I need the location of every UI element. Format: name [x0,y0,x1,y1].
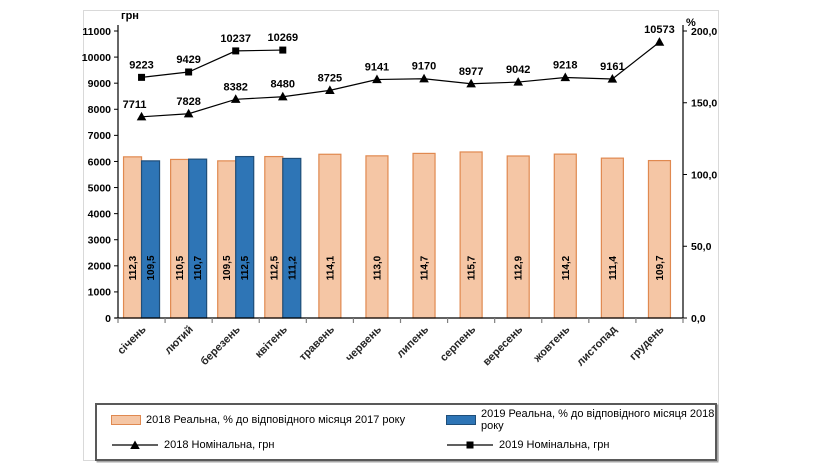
svg-text:%: % [686,17,696,29]
svg-text:113,0: 113,0 [372,255,383,280]
legend-item-2018-nominal: 2018 Номінальна, грн [111,439,446,451]
svg-text:квітень: квітень [253,323,290,360]
legend-item-2019-nominal: 2019 Номінальна, грн [446,439,715,451]
svg-text:серпень: серпень [438,323,479,364]
svg-text:4000: 4000 [88,208,112,220]
triangle-line-marker-icon [112,440,158,449]
svg-text:114,7: 114,7 [420,255,431,280]
legend-label-2019-nominal: 2019 Номінальна, грн [499,438,610,451]
svg-text:грн: грн [121,10,139,22]
chart-legend: 2018 Реальна, % до відповідного місяця 2… [95,403,717,461]
svg-text:11000: 11000 [82,26,111,38]
svg-text:березень: березень [199,323,243,367]
svg-text:жовтень: жовтень [531,323,573,365]
svg-text:9170: 9170 [412,61,436,73]
square-line-marker-icon [447,441,493,448]
svg-text:109,5: 109,5 [146,255,157,280]
svg-text:109,5: 109,5 [222,255,233,280]
svg-text:112,9: 112,9 [514,255,525,280]
svg-text:9042: 9042 [506,64,530,76]
svg-text:10237: 10237 [220,33,251,45]
svg-text:січень: січень [115,323,148,356]
svg-text:листопад: листопад [575,324,620,369]
svg-text:111,2: 111,2 [287,256,298,280]
svg-text:10269: 10269 [267,32,298,44]
bar-swatch-2018-icon [111,414,141,425]
svg-text:115,7: 115,7 [467,255,478,280]
svg-text:9429: 9429 [176,54,200,66]
svg-text:9223: 9223 [129,59,153,71]
svg-text:7711: 7711 [123,99,147,111]
legend-item-2019-real: 2019 Реальна, % до відповідного місяця 2… [446,408,715,432]
svg-text:112,3: 112,3 [128,255,139,280]
svg-text:110,5: 110,5 [175,255,186,280]
svg-text:лютий: лютий [162,324,195,357]
svg-text:112,5: 112,5 [240,255,251,280]
svg-text:8382: 8382 [223,81,247,93]
svg-text:7828: 7828 [176,96,200,108]
svg-text:9000: 9000 [88,78,112,90]
svg-text:110,7: 110,7 [193,255,204,280]
svg-text:9218: 9218 [553,59,577,71]
svg-text:1000: 1000 [88,287,112,299]
svg-text:114,1: 114,1 [325,255,336,280]
svg-text:грудень: грудень [627,323,666,362]
svg-text:9161: 9161 [600,61,624,73]
svg-text:липень: липень [394,323,431,360]
svg-text:114,2: 114,2 [561,255,572,280]
svg-text:8000: 8000 [88,104,112,116]
svg-text:3000: 3000 [88,235,112,247]
svg-text:100,0: 100,0 [691,169,717,181]
svg-text:112,5: 112,5 [269,255,280,280]
svg-text:вересень: вересень [481,323,526,368]
svg-text:150,0: 150,0 [691,98,717,110]
legend-label-2019-real: 2019 Реальна, % до відповідного місяця 2… [481,407,715,432]
svg-text:2000: 2000 [88,261,112,273]
svg-text:8480: 8480 [271,79,295,91]
svg-text:10573: 10573 [644,24,675,36]
legend-label-2018-real: 2018 Реальна, % до відповідного місяця 2… [146,413,406,426]
svg-text:червень: червень [344,323,385,364]
svg-text:8725: 8725 [318,72,342,84]
svg-text:0,0: 0,0 [691,313,706,325]
svg-text:5000: 5000 [88,182,112,194]
svg-text:50,0: 50,0 [691,241,712,253]
svg-text:111,4: 111,4 [608,256,619,280]
bar-swatch-2019-icon [446,414,476,425]
legend-item-2018-real: 2018 Реальна, % до відповідного місяця 2… [111,414,446,426]
svg-text:6000: 6000 [88,156,112,168]
svg-text:травень: травень [297,323,337,363]
svg-text:7000: 7000 [88,130,112,142]
svg-text:0: 0 [105,313,111,325]
svg-text:8977: 8977 [459,66,483,78]
svg-text:10000: 10000 [82,52,111,64]
legend-label-2018-nominal: 2018 Номінальна, грн [164,438,275,451]
svg-text:9141: 9141 [365,62,389,74]
svg-text:109,7: 109,7 [655,255,666,280]
svg-text:200,0: 200,0 [691,26,717,38]
